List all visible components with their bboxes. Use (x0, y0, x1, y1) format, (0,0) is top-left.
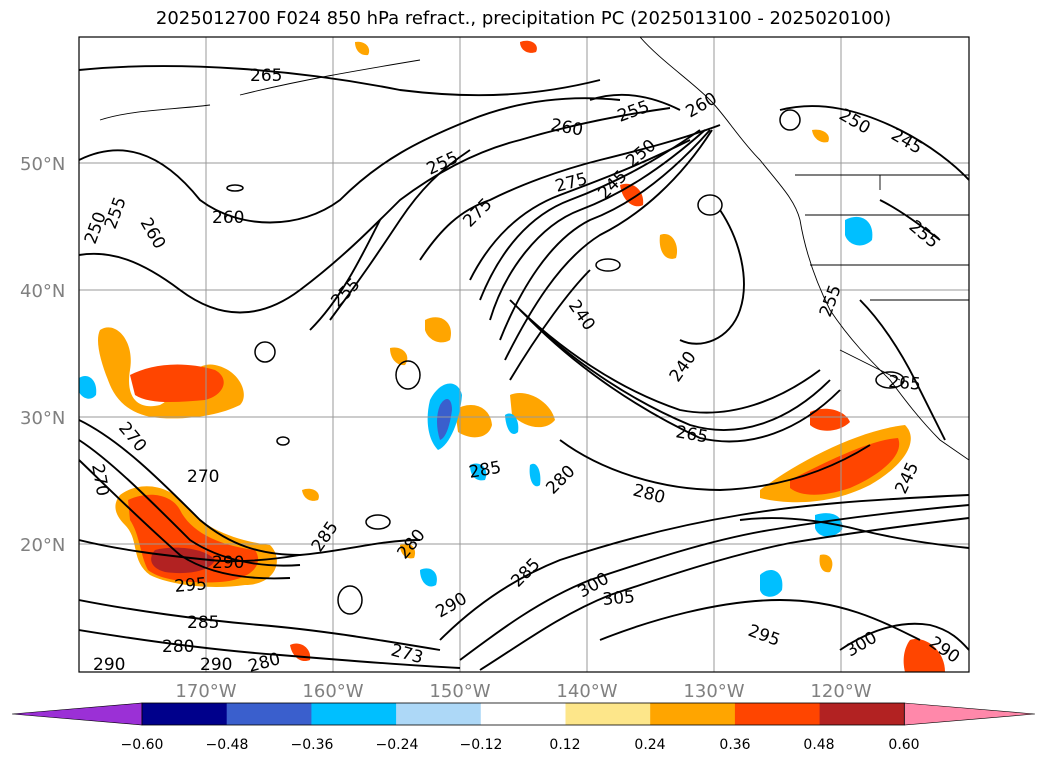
contour-label: 280 (162, 637, 194, 657)
colorbar-tick-label: −0.60 (120, 737, 164, 753)
colorbar-segment (819, 703, 905, 725)
colorbar-segment (565, 703, 651, 725)
colorbar-segment (650, 703, 736, 725)
map-frame (78, 36, 970, 673)
contour-label: 290 (212, 553, 244, 573)
contour-label: 285 (187, 613, 219, 633)
colorbar-tick-label: 0.12 (549, 737, 581, 753)
coastlines (99, 37, 969, 461)
colorbar-segment (396, 703, 482, 725)
small-contours (226, 109, 905, 615)
refractivity-contours (79, 65, 969, 671)
colorbar-tick-label: 0.60 (888, 737, 920, 753)
lat-label: 40°N (20, 281, 65, 302)
colorbar-segment (480, 703, 566, 725)
contour-label: 295 (174, 574, 208, 597)
lon-label: 130°W (683, 681, 744, 702)
contour-label: 290 (93, 655, 125, 675)
lon-label: 140°W (556, 681, 617, 702)
contour-label: 260 (212, 208, 244, 228)
colorbar-segment (226, 703, 312, 725)
colorbar-segment (142, 703, 228, 725)
contour-label: 290 (200, 655, 232, 675)
lon-label: 120°W (810, 681, 871, 702)
contour-label: 265 (250, 66, 282, 86)
colorbar-tick-label: 0.36 (719, 737, 751, 753)
colorbar-tick-label: −0.12 (459, 737, 503, 753)
lat-label: 50°N (20, 154, 65, 175)
colorbar-tick-label: −0.48 (205, 737, 249, 753)
colorbar-segment (311, 703, 397, 725)
contour-label: 270 (187, 467, 219, 487)
lon-label: 170°W (175, 681, 236, 702)
colorbar-outline (141, 702, 905, 726)
lat-label: 30°N (20, 408, 65, 429)
latitude-labels: 50°N 40°N 30°N 20°N (20, 154, 65, 556)
contour-label: 305 (602, 587, 636, 610)
lon-label: 160°W (302, 681, 363, 702)
lon-label: 150°W (429, 681, 490, 702)
map-title: 2025012700 F024 850 hPa refract., precip… (155, 8, 892, 29)
lat-label: 20°N (20, 535, 65, 556)
longitude-labels: 170°W 160°W 150°W 140°W 130°W 120°W (175, 681, 871, 702)
colorbar-extend-high (903, 702, 1036, 726)
colorbar-extend-low (11, 702, 143, 726)
colorbar-tick-label: 0.24 (634, 737, 666, 753)
contour-label: 265 (888, 372, 922, 395)
colorbar (11, 702, 1036, 726)
colorbar-tick-label: −0.24 (375, 737, 419, 753)
colorbar-tick-label: −0.36 (290, 737, 334, 753)
graticule (79, 37, 969, 672)
colorbar-tick-label: 0.48 (803, 737, 835, 753)
colorbar-segment (734, 703, 821, 725)
